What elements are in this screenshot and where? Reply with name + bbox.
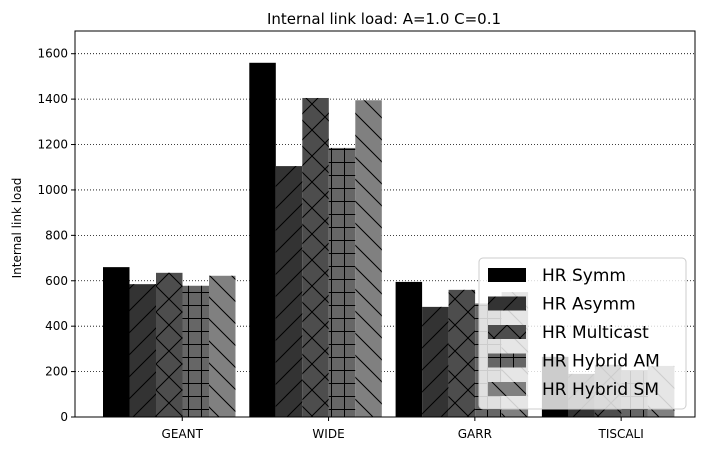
legend: HR Symm HR Asymm HR Multicast HR Hybrid AM H… <box>478 257 687 410</box>
x-tick-label: GARR <box>458 427 492 441</box>
legend-swatch-hatch <box>488 296 526 311</box>
bar-hatch <box>156 272 183 417</box>
legend-swatch-hatch <box>488 325 526 339</box>
bar <box>395 281 423 417</box>
y-tick-label: 1600 <box>37 47 68 61</box>
x-axis-ticks: GEANT WIDE GARR TISCALI <box>162 417 644 441</box>
legend-label: HR Multicast <box>542 323 649 343</box>
legend-label: HR Asymm <box>542 295 636 315</box>
bar <box>103 267 130 417</box>
bar-hatch <box>355 100 382 418</box>
y-tick-label: 200 <box>45 365 68 379</box>
y-tick-label: 0 <box>60 410 68 424</box>
bar-hatch <box>209 275 236 417</box>
y-tick-label: 600 <box>45 274 68 288</box>
y-axis-ticks: 0 200 400 600 800 1000 1200 1400 1600 <box>37 47 75 424</box>
legend-swatch <box>488 268 526 282</box>
bar-hatch <box>422 306 449 417</box>
legend-label: HR Symm <box>542 266 626 286</box>
legend-box <box>478 257 687 410</box>
y-tick-label: 400 <box>45 319 68 333</box>
legend-label: HR Hybrid AM <box>542 352 660 372</box>
x-tick-label: WIDE <box>312 427 344 441</box>
bar-hatch <box>129 284 156 417</box>
legend-label: HR Hybrid SM <box>542 380 659 400</box>
bar <box>249 62 276 417</box>
x-tick-label: GEANT <box>162 427 204 441</box>
y-axis-label: Internal link load <box>10 178 24 279</box>
y-tick-label: 800 <box>45 228 68 242</box>
y-tick-label: 1000 <box>37 183 68 197</box>
legend-swatch-hatch <box>488 353 526 368</box>
y-tick-label: 1200 <box>37 138 68 152</box>
chart-title: Internal link load: A=1.0 C=0.1 <box>267 10 501 28</box>
bar-hatch <box>182 285 209 417</box>
bar-hatch <box>275 166 303 417</box>
bar-hatch <box>328 147 356 417</box>
bar-hatch <box>302 97 329 417</box>
y-tick-label: 1400 <box>37 92 68 106</box>
plot-frame <box>74 30 696 418</box>
bar-hatch <box>448 289 476 417</box>
x-tick-label: TISCALI <box>597 427 643 441</box>
legend-swatch-hatch <box>488 382 526 396</box>
